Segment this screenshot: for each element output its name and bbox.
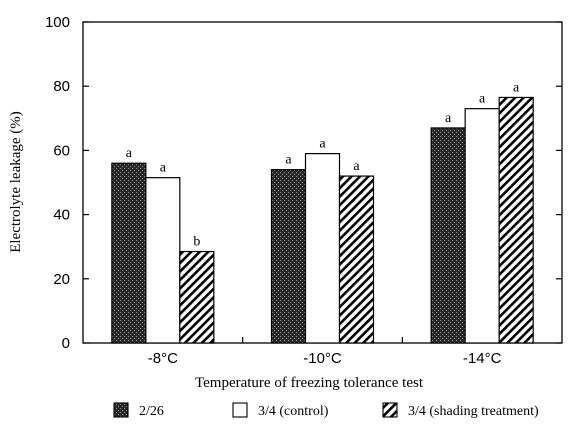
bar <box>430 127 466 344</box>
y-tick-label: 0 <box>62 335 70 352</box>
y-tick-label: 20 <box>53 271 70 288</box>
bar <box>270 169 307 344</box>
y-tick-label: 80 <box>53 78 70 95</box>
bars <box>111 96 534 344</box>
legend-swatch <box>232 402 248 418</box>
bar <box>338 175 375 344</box>
significance-label: a <box>513 80 520 95</box>
legend-label: 3/4 (control) <box>258 404 329 419</box>
axes: 0 20 40 60 80 100 -8°C -10°C -14°C <box>45 14 563 367</box>
y-axis-title: Electrolyte leakage (%) <box>8 111 24 253</box>
significance-label: a <box>445 111 452 126</box>
significance-label: a <box>319 137 326 152</box>
significance-label: a <box>353 159 360 174</box>
significance-label: b <box>193 235 200 250</box>
x-tick-label: -14°C <box>463 350 502 367</box>
y-tick-label: 100 <box>45 14 70 31</box>
significance-labels: a a b a a a a a a <box>126 80 520 249</box>
bar <box>145 177 181 344</box>
y-tick-label: 40 <box>53 207 70 224</box>
x-tick-label: -10°C <box>303 350 342 367</box>
legend: 2/26 3/4 (control) 3/4 (shading treatment) <box>113 402 539 419</box>
bar <box>111 162 147 344</box>
x-axis-title: Temperature of freezing tolerance test <box>195 375 424 391</box>
legend-swatch <box>382 402 398 418</box>
significance-label: a <box>160 161 167 176</box>
x-tick-label: -8°C <box>148 350 178 367</box>
significance-label: a <box>285 153 292 168</box>
legend-label: 3/4 (shading treatment) <box>408 404 539 419</box>
legend-label: 2/26 <box>139 404 164 419</box>
significance-label: a <box>126 146 133 161</box>
bar <box>498 96 534 344</box>
legend-swatch <box>113 402 129 418</box>
bar <box>464 108 500 344</box>
bar <box>179 250 215 344</box>
bar <box>304 153 341 344</box>
significance-label: a <box>479 92 486 107</box>
y-tick-label: 60 <box>53 142 70 159</box>
